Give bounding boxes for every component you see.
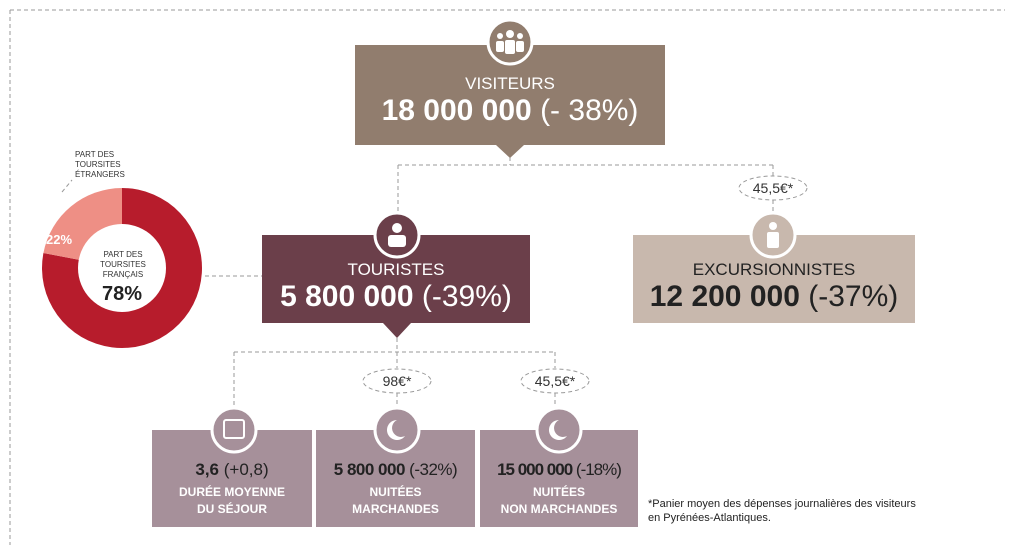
node-label: TOURISTES bbox=[347, 260, 445, 279]
price: 45,5€* bbox=[534, 373, 576, 389]
stat-value: 5 800 000 bbox=[333, 460, 406, 479]
stat: 15 000 000 (-18%) NUITÉES NON MARCHANDES bbox=[478, 460, 640, 518]
price-pill bbox=[738, 175, 808, 201]
stat-value: 3,6 bbox=[195, 460, 219, 479]
stat-label: NUITÉES bbox=[369, 485, 422, 499]
icon bbox=[535, 406, 583, 454]
arrow bbox=[383, 323, 411, 338]
donut-label: PART DES TOURSITES FRANÇAIS bbox=[100, 250, 146, 279]
donut-hole bbox=[78, 224, 166, 312]
footnote: *Panier moyen des dépenses journalières … bbox=[648, 497, 916, 525]
footnote-line: en Pyrénées-Atlantiques. bbox=[648, 512, 771, 524]
value-label: 78% bbox=[101, 283, 143, 305]
node-change: (-39%) bbox=[421, 280, 512, 313]
node-change: (-37%) bbox=[808, 280, 899, 313]
node-label: EXCURSIONNISTES bbox=[692, 260, 856, 279]
stat-change: (-18%) bbox=[575, 460, 622, 479]
node-value: 18 000 000 bbox=[381, 94, 532, 127]
frame bbox=[9, 9, 1005, 545]
stat-label: MARCHANDES bbox=[352, 502, 439, 516]
icon bbox=[210, 406, 258, 454]
price-pill bbox=[362, 368, 432, 394]
stat-label: DU SÉJOUR bbox=[196, 502, 267, 516]
value-label: 22% bbox=[46, 232, 73, 247]
stat-value: 15 000 000 bbox=[497, 460, 573, 479]
node: TOURISTES 5 800 000 (-39%) bbox=[262, 260, 530, 314]
stat-change: (+0,8) bbox=[223, 460, 269, 479]
stat-change: (-32%) bbox=[409, 460, 458, 479]
stat-label: NUITÉES bbox=[532, 485, 585, 499]
footnote-line: *Panier moyen des dépenses journalières … bbox=[648, 498, 916, 510]
node-label: VISITEURS bbox=[465, 74, 555, 93]
price: 45,5€* bbox=[752, 180, 794, 196]
node: EXCURSIONNISTES 12 200 000 (-37%) bbox=[633, 260, 915, 314]
stat-label: NON MARCHANDES bbox=[500, 502, 618, 516]
connector bbox=[61, 179, 73, 193]
node-value: 5 800 000 bbox=[280, 280, 414, 313]
donut-label: PART DES TOURSITES ÉTRANGERS bbox=[75, 150, 125, 179]
price-pill bbox=[520, 368, 590, 394]
price: 98€* bbox=[382, 373, 412, 389]
node: VISITEURS 18 000 000 (- 38%) bbox=[355, 74, 665, 128]
stat: 3,6 (+0,8) DURÉE MOYENNE DU SÉJOUR bbox=[152, 460, 312, 518]
arrow bbox=[496, 145, 524, 158]
node-change: (- 38%) bbox=[540, 94, 639, 127]
connector bbox=[233, 338, 556, 410]
stat-label: DURÉE MOYENNE bbox=[178, 485, 285, 499]
connector bbox=[397, 157, 774, 215]
stat: 5 800 000 (-32%) NUITÉES MARCHANDES bbox=[316, 460, 475, 518]
node-value: 12 200 000 bbox=[649, 280, 800, 313]
icon bbox=[373, 406, 421, 454]
